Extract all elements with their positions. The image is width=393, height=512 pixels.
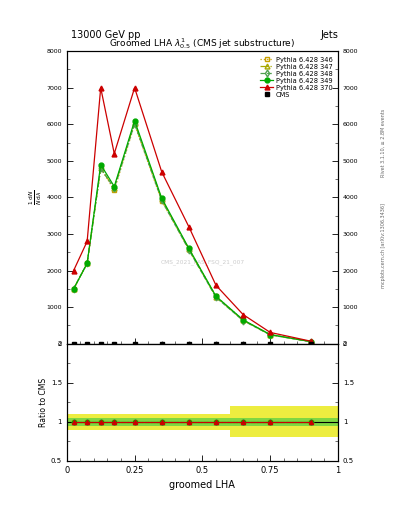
X-axis label: groomed LHA: groomed LHA bbox=[169, 480, 235, 490]
Line: Pythia 6.428 347: Pythia 6.428 347 bbox=[71, 120, 313, 344]
Pythia 6.428 349 bbox=[214, 293, 219, 300]
Pythia 6.428 346 bbox=[112, 187, 117, 193]
Text: Jets: Jets bbox=[320, 30, 338, 40]
Pythia 6.428 348 bbox=[112, 185, 117, 191]
Pythia 6.428 348 bbox=[160, 197, 164, 203]
Pythia 6.428 348 bbox=[214, 294, 219, 301]
Pythia 6.428 347 bbox=[187, 246, 191, 252]
Pythia 6.428 348 bbox=[309, 338, 313, 345]
Pythia 6.428 346 bbox=[268, 332, 273, 338]
Pythia 6.428 349 bbox=[85, 260, 90, 266]
Pythia 6.428 370 bbox=[187, 224, 191, 230]
Pythia 6.428 370 bbox=[241, 311, 245, 317]
Pythia 6.428 347 bbox=[214, 294, 219, 300]
Pythia 6.428 348 bbox=[85, 260, 90, 266]
Legend: Pythia 6.428 346, Pythia 6.428 347, Pythia 6.428 348, Pythia 6.428 349, Pythia 6: Pythia 6.428 346, Pythia 6.428 347, Pyth… bbox=[258, 55, 335, 99]
Text: CMS_2021_PAS_FSQ_21_007: CMS_2021_PAS_FSQ_21_007 bbox=[160, 259, 244, 265]
Pythia 6.428 349 bbox=[187, 245, 191, 251]
Text: Rivet 3.1.10, ≥ 2.8M events: Rivet 3.1.10, ≥ 2.8M events bbox=[381, 109, 386, 178]
Pythia 6.428 346 bbox=[132, 121, 137, 127]
Pythia 6.428 346 bbox=[71, 286, 76, 292]
Y-axis label: Ratio to CMS: Ratio to CMS bbox=[39, 378, 48, 427]
Pythia 6.428 349 bbox=[132, 118, 137, 124]
Pythia 6.428 346 bbox=[309, 338, 313, 345]
Pythia 6.428 370 bbox=[160, 169, 164, 175]
Line: Pythia 6.428 348: Pythia 6.428 348 bbox=[71, 121, 313, 344]
Pythia 6.428 347 bbox=[71, 286, 76, 292]
Pythia 6.428 349 bbox=[241, 317, 245, 323]
Pythia 6.428 348 bbox=[71, 286, 76, 292]
Pythia 6.428 348 bbox=[268, 332, 273, 338]
Line: Pythia 6.428 346: Pythia 6.428 346 bbox=[71, 122, 313, 344]
Pythia 6.428 348 bbox=[98, 165, 103, 172]
Pythia 6.428 349 bbox=[112, 183, 117, 189]
Pythia 6.428 370 bbox=[71, 268, 76, 274]
Pythia 6.428 370 bbox=[268, 329, 273, 335]
Pythia 6.428 348 bbox=[241, 317, 245, 324]
Pythia 6.428 346 bbox=[160, 198, 164, 204]
Pythia 6.428 347 bbox=[241, 317, 245, 324]
Pythia 6.428 346 bbox=[85, 260, 90, 266]
Pythia 6.428 370 bbox=[309, 338, 313, 344]
Pythia 6.428 347 bbox=[309, 338, 313, 345]
Y-axis label: $\frac{1}{N}\frac{\mathrm{d}N}{\mathrm{d}\lambda}$: $\frac{1}{N}\frac{\mathrm{d}N}{\mathrm{d… bbox=[27, 190, 44, 205]
Pythia 6.428 347 bbox=[268, 332, 273, 338]
Pythia 6.428 346 bbox=[98, 165, 103, 172]
Pythia 6.428 349 bbox=[98, 161, 103, 167]
Pythia 6.428 347 bbox=[112, 185, 117, 191]
Pythia 6.428 370 bbox=[132, 84, 137, 91]
Pythia 6.428 346 bbox=[187, 246, 191, 252]
Pythia 6.428 346 bbox=[241, 317, 245, 323]
Pythia 6.428 348 bbox=[187, 247, 191, 253]
Pythia 6.428 349 bbox=[309, 338, 313, 345]
Pythia 6.428 347 bbox=[132, 119, 137, 125]
Pythia 6.428 370 bbox=[112, 151, 117, 157]
Pythia 6.428 346 bbox=[214, 293, 219, 300]
Pythia 6.428 348 bbox=[132, 120, 137, 126]
Pythia 6.428 347 bbox=[98, 165, 103, 172]
Title: Groomed LHA $\lambda^{1}_{0.5}$ (CMS jet substructure): Groomed LHA $\lambda^{1}_{0.5}$ (CMS jet… bbox=[109, 36, 296, 51]
Pythia 6.428 347 bbox=[160, 196, 164, 202]
Pythia 6.428 347 bbox=[85, 260, 90, 266]
Pythia 6.428 349 bbox=[268, 331, 273, 337]
Pythia 6.428 370 bbox=[85, 238, 90, 244]
Pythia 6.428 370 bbox=[98, 84, 103, 91]
Line: Pythia 6.428 370: Pythia 6.428 370 bbox=[71, 86, 313, 344]
Pythia 6.428 349 bbox=[160, 195, 164, 201]
Text: mcplots.cern.ch [arXiv:1306.3436]: mcplots.cern.ch [arXiv:1306.3436] bbox=[381, 203, 386, 288]
Pythia 6.428 349 bbox=[71, 286, 76, 292]
Text: 13000 GeV pp: 13000 GeV pp bbox=[71, 30, 140, 40]
Line: Pythia 6.428 349: Pythia 6.428 349 bbox=[71, 118, 313, 344]
Pythia 6.428 370 bbox=[214, 282, 219, 288]
